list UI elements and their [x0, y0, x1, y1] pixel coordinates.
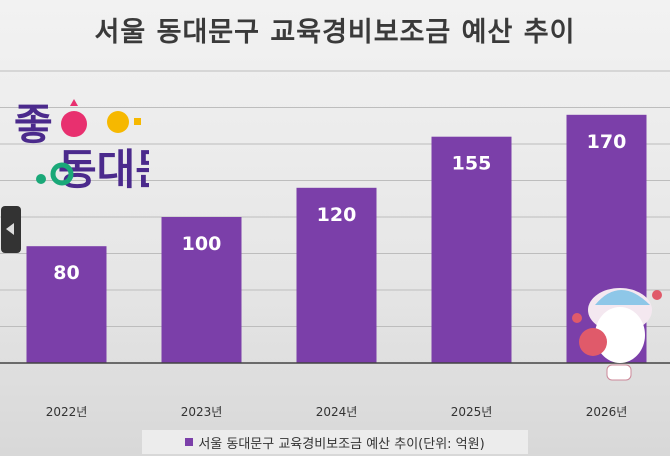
data-label: 100 [182, 233, 222, 255]
dongdaemun-logo: 좋 동대문 [14, 94, 174, 198]
data-label: 80 [53, 262, 79, 284]
bar [431, 136, 512, 363]
mascot-image [565, 280, 665, 389]
legend: 서울 동대문구 교육경비보조금 예산 추이(단위: 억원) [142, 430, 528, 454]
legend-swatch [185, 438, 194, 446]
x-tick-label: 2023년 [181, 405, 223, 419]
x-tick-label: 2022년 [46, 405, 88, 419]
chart-title: 서울 동대문구 교육경비보조금 예산 추이 [94, 17, 576, 48]
data-label: 170 [587, 131, 627, 153]
data-label: 155 [452, 153, 492, 175]
data-label: 120 [317, 204, 357, 226]
bar [161, 217, 242, 363]
x-tick-label: 2025년 [451, 405, 493, 419]
x-tick-label: 2026년 [586, 405, 628, 419]
chevron-left-icon[interactable] [1, 206, 21, 253]
x-tick-label: 2024년 [316, 405, 358, 419]
bar-chart: 80 2022년 100 2023년 120 2024년 155 2025년 170 2026년 [0, 70, 670, 419]
bar [26, 246, 107, 363]
legend-label: 서울 동대문구 교육경비보조금 예산 추이(단위: 억원) [198, 436, 485, 452]
svg-text:좋: 좋 [14, 100, 53, 149]
bar [296, 187, 377, 363]
